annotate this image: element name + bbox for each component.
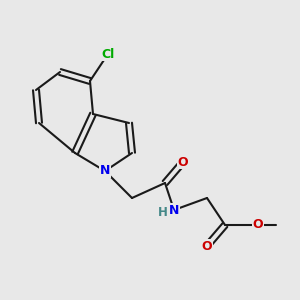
Text: Cl: Cl <box>101 47 115 61</box>
Text: N: N <box>100 164 110 178</box>
Text: O: O <box>253 218 263 232</box>
Text: O: O <box>178 155 188 169</box>
Text: H: H <box>158 206 167 220</box>
Text: N: N <box>169 203 179 217</box>
Text: O: O <box>202 239 212 253</box>
